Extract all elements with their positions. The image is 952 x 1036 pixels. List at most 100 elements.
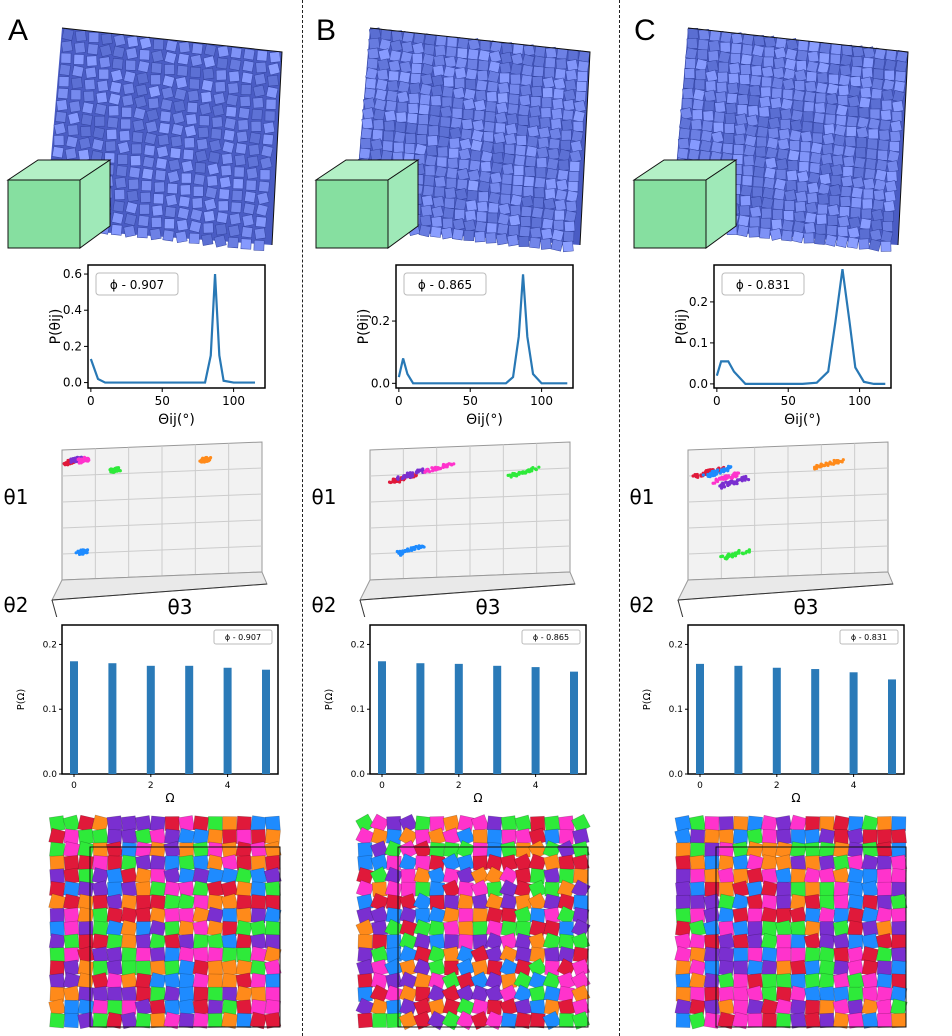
unit-cube — [367, 47, 380, 60]
unit-cube — [73, 54, 85, 65]
unit-cube — [794, 201, 807, 213]
unit-cube — [510, 63, 523, 76]
unit-cube — [168, 158, 181, 172]
unit-cube — [117, 153, 129, 165]
unit-cube — [815, 223, 827, 235]
unit-cube — [780, 98, 794, 111]
unit-cube — [865, 148, 878, 160]
unit-cube — [423, 43, 436, 56]
unit-cube — [882, 220, 894, 232]
cluster-point — [109, 470, 113, 474]
unit-cube — [483, 131, 494, 143]
unit-cube — [758, 95, 772, 109]
unit-cube — [477, 180, 491, 194]
unit-cube — [135, 83, 148, 97]
unit-cube — [264, 880, 282, 898]
unit-cube — [776, 881, 792, 897]
unit-cube — [847, 106, 859, 118]
phi-legend-label: ϕ - 0.907 — [110, 278, 164, 292]
unit-cube — [758, 106, 770, 118]
unit-cube — [450, 117, 463, 130]
unit-cube — [831, 154, 844, 167]
unit-cube — [64, 147, 77, 160]
unit-cube — [259, 169, 271, 181]
unit-cube — [110, 224, 123, 236]
unit-cube — [501, 42, 513, 54]
unit-cube — [71, 65, 85, 78]
cluster-point — [436, 467, 441, 471]
unit-cube — [518, 94, 531, 107]
unit-cube — [532, 65, 545, 78]
unit-cube — [458, 158, 470, 170]
unit-cube — [206, 162, 220, 176]
unit-cube — [781, 229, 793, 242]
unit-cube — [154, 181, 165, 193]
x-tick-label: 50 — [463, 394, 478, 408]
unit-cube — [462, 98, 476, 111]
unit-cube — [861, 208, 872, 220]
unit-cube — [532, 197, 544, 209]
unit-cube — [819, 162, 833, 176]
unit-cube — [782, 78, 796, 91]
cluster-point — [730, 554, 734, 558]
unit-cube — [223, 129, 236, 142]
unit-cube — [221, 1011, 239, 1029]
unit-cube — [743, 155, 755, 167]
unit-cube — [427, 984, 447, 1004]
unit-cube — [517, 115, 529, 126]
unit-cube — [78, 920, 94, 937]
unit-cube — [567, 49, 579, 61]
unit-cube — [67, 112, 81, 125]
unit-cube — [430, 84, 444, 97]
unit-cube — [411, 42, 425, 55]
unit-cube — [429, 881, 446, 898]
unit-cube — [794, 69, 807, 82]
unit-cube — [746, 933, 764, 950]
unit-cube — [437, 146, 449, 158]
cluster-point — [403, 549, 407, 553]
unit-cube — [207, 999, 224, 1016]
unit-cube — [485, 932, 505, 952]
unit-cube — [476, 211, 488, 223]
unit-cube — [59, 63, 71, 76]
unit-cube — [236, 999, 252, 1016]
panel-b: B 0 50 100 0.0 0.2 ϕ - 0.865 Θij(°) P(θij) θ1 θ2… — [308, 0, 608, 1036]
unit-cube — [769, 107, 781, 119]
unit-cube — [851, 45, 865, 58]
unit-cube — [823, 123, 836, 135]
unit-cube — [239, 95, 251, 107]
unit-cube — [689, 894, 706, 911]
unit-cube — [565, 200, 578, 213]
unit-cube — [704, 868, 720, 884]
unit-cube — [804, 1012, 821, 1029]
unit-cube — [177, 207, 190, 220]
unit-cube — [255, 61, 267, 74]
cluster-point — [402, 476, 406, 480]
unit-cube — [357, 1012, 374, 1029]
unit-cube — [165, 194, 178, 207]
bar — [811, 669, 820, 774]
unit-cube — [509, 194, 523, 207]
unit-cube — [91, 138, 105, 151]
unit-cube — [386, 80, 399, 92]
unit-cube — [215, 69, 227, 81]
unit-cube — [859, 86, 872, 99]
unit-cube — [442, 946, 461, 964]
unit-cube — [577, 60, 590, 73]
unit-cube — [559, 921, 574, 936]
x-tick-label: 4 — [851, 781, 857, 791]
unit-cube — [794, 80, 806, 92]
cube-face-side — [387, 159, 419, 249]
unit-cube — [469, 159, 481, 172]
grid-line — [687, 545, 889, 555]
unit-cube — [696, 49, 708, 61]
unit-cube — [859, 217, 872, 231]
unit-cube — [161, 86, 174, 100]
unit-cube — [434, 165, 448, 179]
unit-cube — [548, 127, 562, 141]
unit-cube — [871, 77, 884, 91]
unit-cube — [877, 881, 892, 897]
unit-cube — [416, 123, 429, 136]
unit-cube — [790, 947, 806, 963]
unit-cube — [526, 135, 539, 148]
